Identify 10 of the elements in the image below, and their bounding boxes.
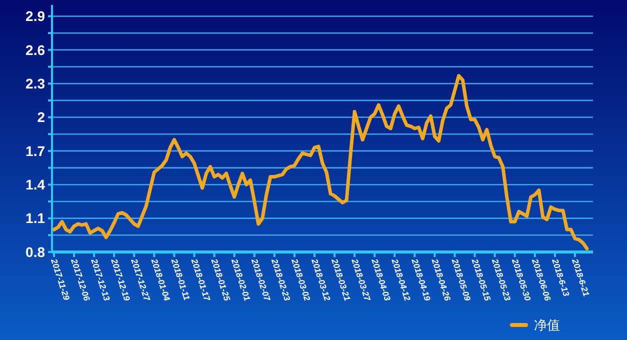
y-tick-label: 2.3 bbox=[26, 75, 46, 92]
line-series bbox=[52, 74, 589, 250]
y-tick-label: 1.4 bbox=[26, 176, 46, 193]
y-tick-label: 1.7 bbox=[26, 142, 46, 159]
y-tick-label: 2.9 bbox=[26, 8, 46, 24]
y-tick-label: 2.6 bbox=[26, 42, 46, 58]
y-tick-label: 1.1 bbox=[26, 210, 46, 226]
y-tick-label: 2 bbox=[37, 109, 46, 126]
legend-label: 净值 bbox=[534, 318, 560, 333]
y-tick-label: 0.8 bbox=[26, 244, 46, 260]
